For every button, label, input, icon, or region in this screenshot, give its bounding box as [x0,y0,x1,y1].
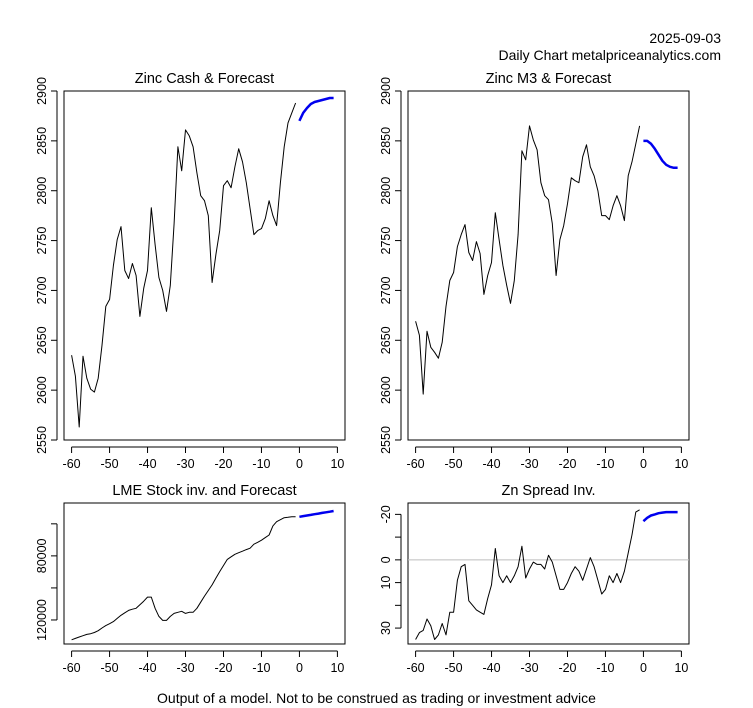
y-tick-label: 2900 [379,77,393,105]
y-tick-label: 2650 [379,326,393,354]
x-tick-label: -40 [483,661,501,675]
history-line [71,516,296,641]
y-tick-label: 2550 [379,426,393,454]
forecast-line [642,510,678,523]
chart-title: Zinc Cash & Forecast [135,71,274,87]
y-tick-label: 2700 [35,276,49,304]
y-tick-label: 2750 [35,227,49,255]
x-tick-label: -40 [483,457,501,471]
y-tick-label: 80000 [35,538,49,573]
chart-zinc-m3: Zinc M3 & Forecast -60 -50 -40 -30 -20 -10 0 10 2… [379,71,690,471]
y-tick-label: 10 [379,576,393,590]
chart-title: Zinc M3 & Forecast [486,71,612,87]
plot-frame [407,502,690,645]
x-tick-label: -30 [176,661,194,675]
x-tick-label: 0 [296,457,303,471]
x-tick-label: -20 [558,661,576,675]
x-tick-label: -10 [596,661,614,675]
x-tick-label: -10 [252,661,270,675]
y-tick-label: 2550 [35,426,49,454]
x-tick-label: -50 [445,457,463,471]
forecast-line [299,509,334,519]
x-tick-label: -40 [139,457,157,471]
y-tick-label: 2800 [379,177,393,205]
y-tick-label: 2850 [35,127,49,155]
x-tick-label: 0 [640,661,647,675]
x-tick-label: -50 [101,661,119,675]
y-tick-label: 2750 [379,227,393,255]
chart-title: Zn Spread Inv. [501,483,595,499]
history-line [415,125,641,395]
plot-frame [63,90,346,441]
y-tick-label: 2700 [379,276,393,304]
chart-lme-stock: LME Stock inv. and Forecast -60 -50 -40 -30 -… [35,483,346,675]
y-tick-label: 2600 [379,376,393,404]
chart-source-subtitle: Daily Chart metalpriceanalytics.com [498,47,721,63]
y-tick-label: -20 [379,505,393,523]
x-tick-label: -40 [139,661,157,675]
history-line [71,102,297,428]
x-tick-label: -10 [252,457,270,471]
x-tick-label: -50 [101,457,119,471]
x-tick-label: -30 [520,457,538,471]
x-tick-label: -20 [558,457,576,471]
chart-zn-spread: Zn Spread Inv. -60 -50 -40 -30 -20 -10 0 10 -20 0 1… [379,483,690,675]
x-tick-label: 10 [330,661,344,675]
y-tick-label: 2800 [35,177,49,205]
x-tick-label: 10 [674,661,688,675]
y-tick-label: 2900 [35,77,49,105]
history-line [415,509,640,640]
chart-date: 2025-09-03 [649,30,721,46]
x-tick-label: -20 [214,457,232,471]
forecast-line [643,139,678,170]
disclaimer-footer: Output of a model. Not to be construed a… [157,690,596,706]
x-tick-label: -30 [520,661,538,675]
x-tick-label: -10 [596,457,614,471]
x-tick-label: -20 [214,661,232,675]
x-tick-label: 10 [674,457,688,471]
x-tick-label: -60 [63,661,81,675]
x-tick-label: 0 [296,661,303,675]
y-tick-label: 120000 [35,599,49,641]
x-tick-label: 10 [330,457,344,471]
x-tick-label: -60 [407,457,425,471]
x-tick-label: -60 [407,661,425,675]
plot-frame [407,90,690,441]
y-tick-label: 2600 [35,376,49,404]
chart-zinc-cash: Zinc Cash & Forecast -60 -50 -40 -30 -20 -10 0 1… [35,71,346,471]
y-tick-label: 0 [379,556,393,563]
y-tick-label: 2850 [379,127,393,155]
x-tick-label: -50 [445,661,463,675]
x-tick-label: -60 [63,457,81,471]
y-tick-label: 30 [379,621,393,635]
x-tick-label: -30 [176,457,194,471]
x-tick-label: 0 [640,457,647,471]
y-tick-label: 2650 [35,326,49,354]
plot-frame [63,502,346,645]
forecast-line [298,96,334,122]
chart-title: LME Stock inv. and Forecast [112,483,296,499]
